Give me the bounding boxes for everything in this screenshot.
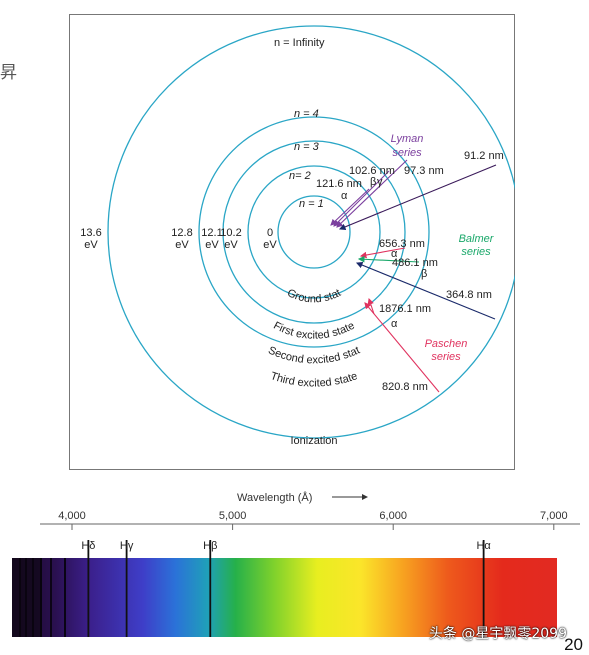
lyman-arrow: [338, 164, 497, 230]
orbit-infinity: [107, 25, 515, 439]
energy-unit: eV: [263, 239, 277, 251]
state-label: Ionization: [290, 435, 337, 447]
energy-label: 10.2: [220, 227, 241, 239]
state-label: Ground stat: [285, 287, 343, 305]
energy-unit: eV: [175, 239, 189, 251]
energy-unit: eV: [205, 239, 219, 251]
wavelength-label: 102.6 nm: [349, 165, 395, 177]
orbit-n1: [277, 195, 351, 269]
greek-label: α: [391, 318, 398, 330]
series-name: Balmer: [459, 233, 495, 245]
energy-label: 12.8: [171, 227, 192, 239]
greek-label: α: [391, 248, 398, 260]
hydrogen-spectrum: Wavelength (Å) 4,000 5,000 6,000 7,000 Hδ Hγ…: [12, 491, 580, 637]
watermark: 头条 @星宇飘零2099: [428, 626, 567, 642]
lyman-arrow: [333, 170, 390, 227]
orbit-n4: [198, 116, 430, 348]
side-mark: 昇: [0, 63, 17, 82]
greek-label: β: [370, 176, 376, 188]
spectral-line-label: Hγ: [120, 540, 134, 552]
wavelength-label: 97.3 nm: [404, 165, 444, 177]
paschen-arrow: [364, 302, 440, 393]
spectrum-bar: [12, 558, 557, 637]
greek-label: γ: [377, 176, 383, 188]
axis-tick-label: 7,000: [540, 510, 568, 522]
n-label: n= 2: [289, 170, 311, 182]
diagram-frame: [69, 14, 515, 470]
greek-label: α: [341, 190, 348, 202]
wavelength-label: 486.1 nm: [392, 257, 438, 269]
n-label: n = 3: [294, 141, 320, 153]
energy-label: 0: [267, 227, 273, 239]
state-label: Second excited stat: [266, 344, 361, 366]
energy-label: 13.6: [80, 227, 101, 239]
axis-title-arrowhead: [362, 494, 368, 500]
balmer-arrow: [357, 255, 420, 263]
lyman-arrow: [336, 159, 408, 228]
energy-label: 12.1: [201, 227, 222, 239]
n-label: n = 4: [294, 108, 319, 120]
n-label: n = 1: [299, 198, 324, 210]
bohr-atom-diagram: n = 1 n= 2 n = 3 n = 4 n = Infinity 0 eV…: [80, 25, 515, 447]
spectral-line-label: Hα: [476, 540, 491, 552]
axis-tick-label: 6,000: [379, 510, 407, 522]
energy-unit: eV: [84, 239, 98, 251]
lyman-arrow: [330, 188, 370, 226]
wavelength-label: 91.2 nm: [464, 150, 504, 162]
series-name: Paschen: [425, 338, 468, 350]
axis-tick-label: 5,000: [219, 510, 247, 522]
balmer-arrow: [359, 247, 406, 259]
series-name: series: [461, 246, 491, 258]
axis-tick-label: 4,000: [58, 510, 86, 522]
greek-label: β: [421, 268, 427, 280]
series-name: series: [431, 351, 461, 363]
wavelength-label: 656.3 nm: [379, 238, 425, 250]
state-label: Third excited state: [269, 370, 359, 389]
paschen-arrow: [367, 297, 375, 315]
series-name: series: [392, 147, 422, 159]
wavelength-label: 121.6 nm: [316, 178, 362, 190]
n-label: n = Infinity: [274, 37, 325, 49]
wavelength-label: 364.8 nm: [446, 289, 492, 301]
series-limit-band: [12, 558, 42, 637]
spectral-line-label: Hδ: [81, 540, 95, 552]
series-name: Lyman: [391, 133, 424, 145]
wavelength-label: 1876.1 nm: [379, 303, 431, 315]
energy-unit: eV: [224, 239, 238, 251]
orbit-n3: [222, 140, 406, 324]
balmer-arrow: [355, 262, 496, 320]
wavelength-label: 820.8 nm: [382, 381, 428, 393]
axis-title: Wavelength (Å): [237, 491, 312, 504]
orbit-n2: [247, 165, 381, 299]
spectral-line-label: Hβ: [203, 540, 217, 552]
page-number: 20: [564, 635, 583, 654]
